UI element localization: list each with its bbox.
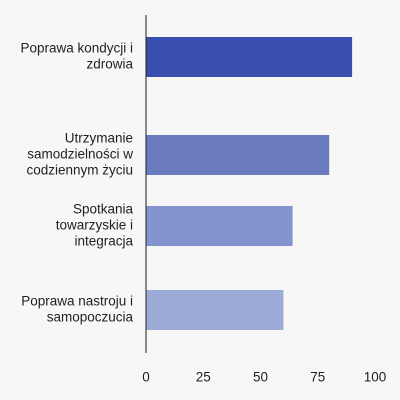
category-label-line: samopoczucia — [47, 310, 134, 325]
category-label-line: samodzielności w — [27, 147, 133, 162]
category-labels: Poprawa kondycji i zdrowia Utrzymanie samod… — [20, 41, 133, 325]
bar-4 — [146, 290, 284, 330]
category-label-line: Utrzymanie — [65, 131, 133, 146]
x-tick-label-0: 0 — [142, 370, 150, 385]
bar-1 — [146, 37, 353, 77]
category-label-line: towarzyskie i — [56, 218, 133, 233]
bars — [146, 37, 353, 330]
category-label-line: Poprawa nastroju i — [21, 294, 133, 309]
category-label-line: Poprawa kondycji i — [20, 41, 133, 56]
bar-3 — [146, 206, 293, 246]
category-label-line: codziennym życiu — [26, 163, 133, 178]
x-tick-label-50: 50 — [253, 370, 268, 385]
x-tick-label-75: 75 — [310, 370, 325, 385]
category-label-line: zdrowia — [86, 57, 133, 72]
x-tick-labels: 0 25 50 75 100 — [142, 370, 386, 385]
bar-2 — [146, 135, 330, 175]
category-label-4: Poprawa nastroju i samopoczucia — [21, 294, 133, 325]
category-label-1: Poprawa kondycji i zdrowia — [20, 41, 133, 72]
category-label-line: Spotkania — [73, 202, 134, 217]
category-label-2: Utrzymanie samodzielności w codziennym życ… — [26, 131, 133, 178]
category-label-line: integracja — [74, 234, 133, 249]
category-label-3: Spotkania towarzyskie i integracja — [56, 202, 134, 249]
x-tick-label-100: 100 — [364, 370, 387, 385]
x-tick-label-25: 25 — [196, 370, 211, 385]
